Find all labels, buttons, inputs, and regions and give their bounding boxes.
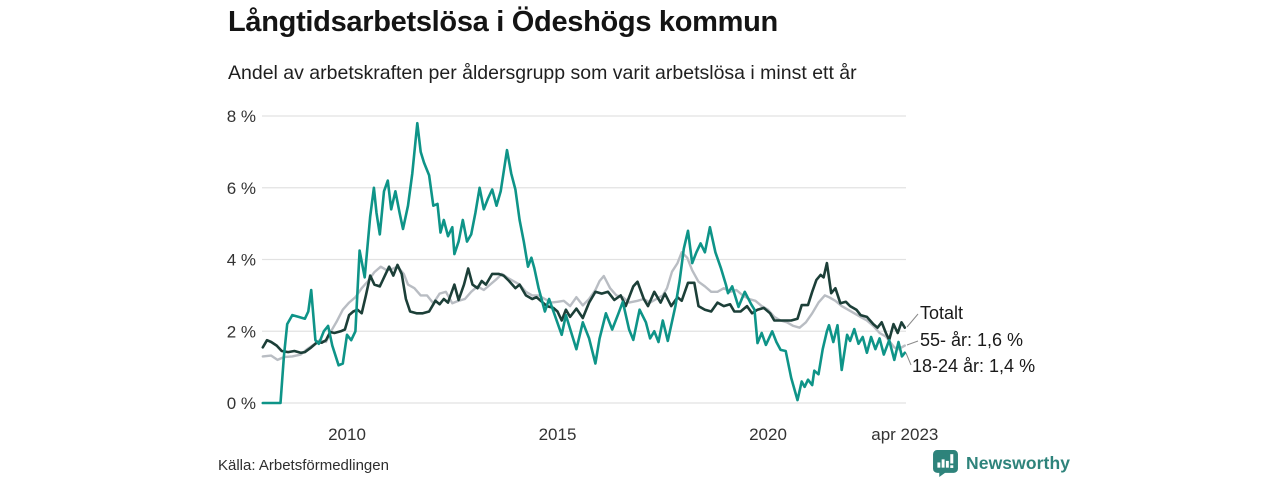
series-line-totalt bbox=[261, 261, 907, 355]
svg-text:0 %: 0 % bbox=[227, 394, 256, 413]
svg-text:2020: 2020 bbox=[749, 425, 787, 444]
series-line-18-24r bbox=[261, 121, 907, 405]
grid-lines bbox=[262, 115, 906, 404]
svg-text:apr 2023: apr 2023 bbox=[871, 425, 938, 444]
label-connector-lines bbox=[905, 313, 919, 366]
source-note: Källa: Arbetsförmedlingen bbox=[218, 457, 389, 474]
series-end-label-55plus: 55- år: 1,6 % bbox=[920, 330, 1024, 350]
svg-text:2 %: 2 % bbox=[227, 322, 256, 341]
chart-subtitle: Andel av arbetskraften per åldersgrupp s… bbox=[228, 62, 857, 84]
newsworthy-logo-icon bbox=[933, 450, 958, 477]
svg-text:2010: 2010 bbox=[328, 425, 366, 444]
series-lines bbox=[261, 121, 907, 405]
svg-text:8 %: 8 % bbox=[227, 107, 256, 126]
series-end-label-18-24: 18-24 år: 1,4 % bbox=[912, 356, 1036, 376]
x-axis-tick-labels: 2010 2015 2020 apr 2023 bbox=[328, 425, 938, 444]
svg-text:6 %: 6 % bbox=[227, 179, 256, 198]
svg-text:2015: 2015 bbox=[539, 425, 577, 444]
brand-name: Newsworthy bbox=[966, 453, 1071, 473]
svg-text:4 %: 4 % bbox=[227, 251, 256, 270]
series-end-label-totalt: Totalt bbox=[920, 303, 964, 323]
page-title: Långtidsarbetslösa i Ödeshögs kommun bbox=[228, 6, 778, 38]
brand-logo-link[interactable]: Newsworthy bbox=[933, 450, 1070, 477]
series-line-55-r bbox=[261, 251, 906, 362]
y-axis-tick-labels: 0 % 2 % 4 % 6 % 8 % bbox=[227, 107, 256, 413]
